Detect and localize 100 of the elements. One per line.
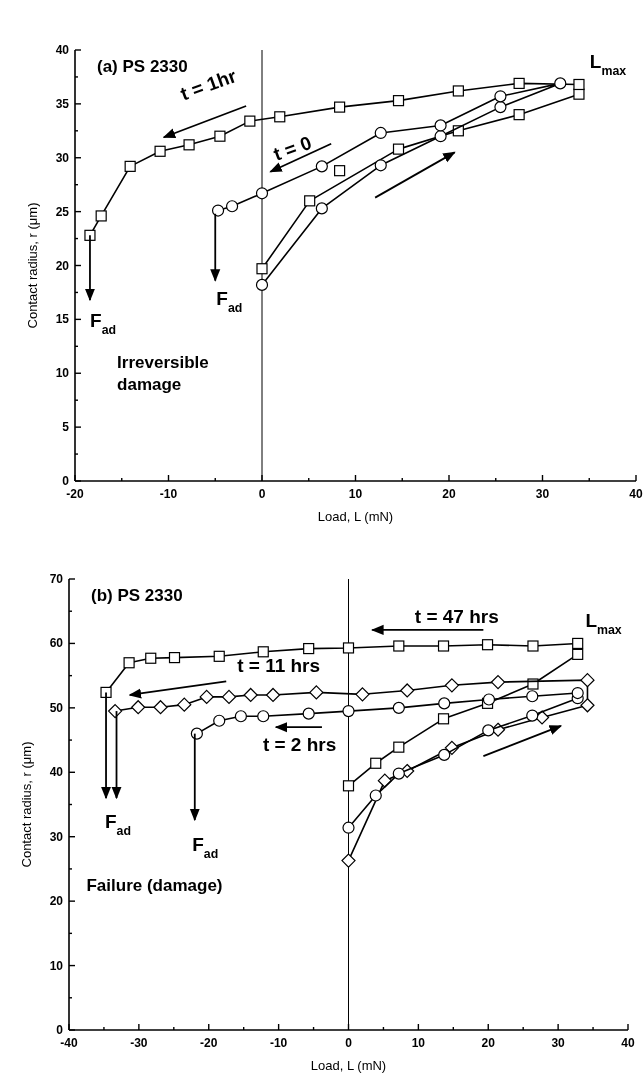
point [342, 642, 355, 654]
point [490, 674, 506, 690]
x-tick-label: 20 [442, 487, 456, 501]
y-tick-label: 15 [55, 312, 70, 327]
x-axis-title: Load, L (mN) [317, 509, 394, 524]
point [221, 689, 237, 704]
point [100, 686, 112, 698]
y-tick-label: 30 [49, 829, 64, 844]
x-tick-label: -10 [159, 487, 178, 501]
point [256, 263, 268, 275]
point [580, 673, 595, 688]
point [392, 143, 405, 155]
point [573, 78, 585, 91]
point [315, 160, 328, 173]
point [494, 90, 507, 103]
y-tick-label: 50 [49, 700, 64, 715]
chart-title: (a) PS 2330 [97, 57, 188, 76]
y-tick-label: 60 [49, 636, 64, 651]
point [392, 95, 405, 107]
point [434, 130, 447, 143]
point [334, 165, 346, 177]
point [153, 700, 168, 715]
annotation: F$_{ad}$ [192, 833, 219, 861]
y-tick-label: 30 [55, 150, 70, 165]
x-tick-label: 40 [621, 1036, 635, 1050]
y-tick-label: 10 [49, 958, 64, 973]
point [400, 683, 415, 698]
x-axis-title: Load, L (mN) [310, 1058, 387, 1073]
point [183, 139, 195, 151]
x-tick-label: 0 [345, 1036, 353, 1050]
point [341, 853, 356, 868]
point [95, 210, 107, 222]
y-tick-label: 40 [49, 765, 64, 780]
point [444, 678, 460, 693]
point [342, 704, 355, 718]
point [255, 278, 269, 291]
point [573, 88, 585, 100]
point [481, 639, 494, 651]
point [434, 119, 447, 132]
point [255, 187, 269, 200]
y-tick-label: 0 [56, 1023, 64, 1037]
point [177, 697, 192, 712]
point [527, 640, 539, 652]
point [214, 130, 226, 142]
point [370, 757, 382, 769]
annotation: t = 47 hrs [414, 605, 499, 627]
point [452, 85, 464, 97]
x-tick-label: 0 [258, 487, 266, 501]
point [554, 77, 567, 90]
x-tick-label: 20 [481, 1036, 496, 1050]
point [265, 687, 281, 703]
annotation: Irreversible damage [117, 352, 209, 394]
point [123, 657, 135, 669]
point [225, 200, 239, 213]
annotation: F$_{ad}$ [104, 811, 131, 839]
point [234, 710, 247, 723]
point [494, 101, 507, 114]
annotation: F$_{ad}$ [90, 309, 117, 337]
point [274, 111, 286, 123]
point [304, 195, 316, 207]
point [571, 686, 584, 700]
point [393, 640, 405, 652]
point [131, 700, 146, 715]
annotation: Failure (damage) [86, 876, 223, 896]
point [168, 652, 181, 664]
x-tick-label: -30 [130, 1036, 148, 1050]
point [572, 648, 584, 660]
point [374, 126, 387, 140]
point [84, 229, 96, 241]
y-axis-title: Contact radius, r (μm) [19, 741, 34, 868]
x-tick-label: -10 [269, 1036, 288, 1050]
point [257, 710, 270, 723]
y-tick-label: 25 [55, 204, 70, 219]
point [355, 687, 370, 702]
point [438, 697, 451, 710]
point [108, 703, 123, 719]
point [211, 204, 225, 217]
point [342, 821, 355, 834]
annotation: F$_{ad}$ [216, 288, 243, 316]
point [213, 714, 226, 727]
point [309, 685, 324, 700]
y-tick-label: 20 [55, 258, 70, 273]
point [257, 646, 269, 658]
point [437, 713, 450, 725]
point [244, 115, 256, 127]
point [526, 690, 539, 703]
x-tick-label: -40 [60, 1036, 78, 1050]
point [482, 724, 495, 737]
point [438, 748, 451, 761]
point [145, 652, 157, 664]
x-tick-label: -20 [66, 487, 84, 501]
point [199, 689, 214, 704]
point [374, 159, 387, 172]
y-tick-label: 0 [62, 474, 70, 488]
point [243, 687, 258, 703]
point [124, 160, 136, 172]
y-tick-label: 40 [55, 43, 70, 57]
x-tick-label: 30 [535, 487, 550, 501]
x-tick-label: 30 [551, 1036, 566, 1050]
y-axis-title: Contact radius, r (μm) [25, 202, 40, 329]
